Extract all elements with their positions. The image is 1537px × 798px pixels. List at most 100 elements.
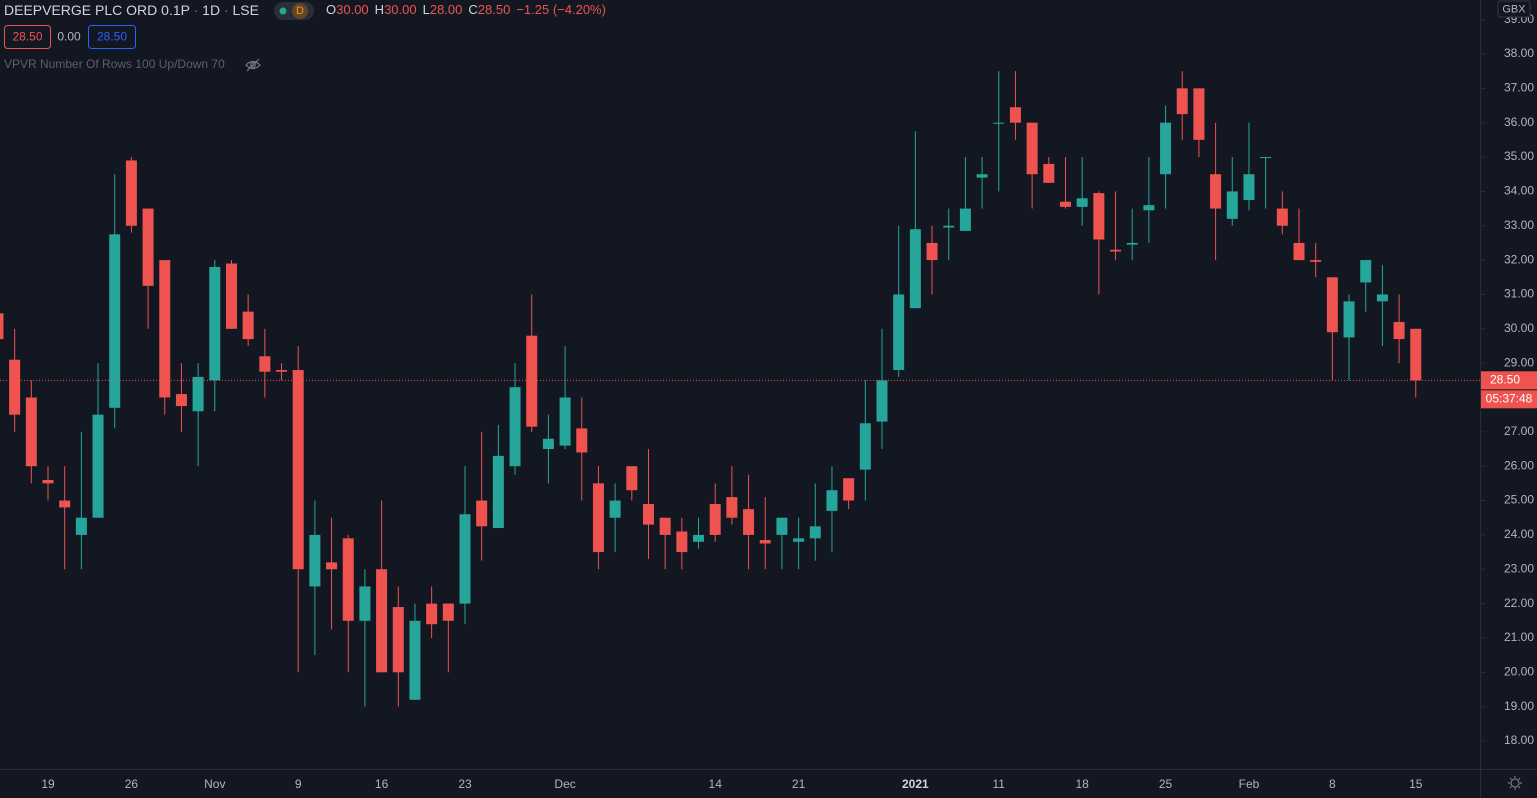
x-tick-label: 11 bbox=[993, 777, 1006, 791]
candle-body bbox=[993, 122, 1005, 124]
change: −1.25 (−4.20%) bbox=[516, 2, 606, 17]
candle-body bbox=[1276, 208, 1288, 226]
y-tick-label: 19.00 bbox=[1504, 699, 1534, 713]
candle-body bbox=[209, 266, 221, 381]
candle-body bbox=[342, 538, 354, 621]
candle-body bbox=[509, 387, 521, 467]
y-tick-label: 23.00 bbox=[1504, 561, 1534, 575]
candle-body bbox=[426, 603, 438, 625]
candle-body bbox=[659, 517, 671, 535]
ohlc-value: 30.00 bbox=[384, 2, 417, 17]
ohlc-value: 28.00 bbox=[430, 2, 463, 17]
candle-body bbox=[1043, 163, 1055, 183]
candle-body bbox=[1393, 321, 1405, 340]
y-tick-label: 33.00 bbox=[1504, 218, 1534, 232]
candle-body bbox=[1126, 242, 1138, 245]
ohlc-key: H bbox=[375, 2, 384, 17]
y-tick-label: 27.00 bbox=[1504, 424, 1534, 438]
candle-body bbox=[192, 376, 204, 412]
indicator-label: VPVR Number Of Rows 100 Up/Down 70 bbox=[4, 57, 225, 71]
candle-body bbox=[42, 479, 54, 484]
candle-body bbox=[276, 370, 288, 372]
candle-body bbox=[759, 540, 771, 544]
candle-body bbox=[893, 294, 905, 371]
candle-body bbox=[592, 483, 604, 553]
candle-body bbox=[442, 603, 454, 621]
y-tick-label: 25.00 bbox=[1504, 493, 1534, 507]
y-tick-label: 29.00 bbox=[1504, 355, 1534, 369]
candle-body bbox=[1160, 122, 1172, 175]
x-tick-label: 19 bbox=[41, 777, 55, 791]
x-tick-label: 14 bbox=[709, 777, 723, 791]
candle-body bbox=[92, 414, 104, 518]
y-tick-label: 36.00 bbox=[1504, 115, 1534, 129]
candle-body bbox=[959, 208, 971, 231]
plot-area bbox=[0, 71, 1480, 707]
ohlc-key: O bbox=[326, 2, 336, 17]
candle-body bbox=[743, 509, 755, 535]
candle-body bbox=[793, 538, 805, 542]
sell-button[interactable] bbox=[4, 25, 51, 49]
candle-body bbox=[109, 234, 121, 408]
candle-body bbox=[1176, 88, 1188, 115]
candle-body bbox=[242, 311, 254, 340]
y-tick-label: 18.00 bbox=[1504, 733, 1534, 747]
status-pill[interactable] bbox=[274, 2, 314, 20]
candle-body bbox=[392, 607, 404, 673]
ohlc-legend: O30.00 H30.00 L28.00 C28.50 −1.25 (−4.20%) bbox=[326, 2, 606, 17]
currency-box bbox=[1497, 0, 1531, 18]
candle-body bbox=[1243, 174, 1255, 200]
candle-body bbox=[1093, 193, 1105, 240]
candle-body bbox=[359, 586, 371, 621]
candle-body bbox=[1026, 122, 1038, 175]
candle-body bbox=[693, 534, 705, 542]
candle-body bbox=[225, 263, 237, 329]
candle-body bbox=[492, 455, 504, 529]
buy-price: 28.50 bbox=[97, 30, 127, 44]
x-tick-label: 26 bbox=[125, 777, 139, 791]
x-tick-label: 15 bbox=[1409, 777, 1423, 791]
x-tick-label: Feb bbox=[1239, 777, 1260, 791]
candle-body bbox=[843, 478, 855, 501]
candle-body bbox=[1110, 249, 1122, 252]
y-tick-label: 22.00 bbox=[1504, 596, 1534, 610]
candle-body bbox=[409, 620, 421, 700]
candle-body bbox=[75, 517, 87, 535]
x-tick-label: 9 bbox=[295, 777, 302, 791]
candle-body bbox=[526, 335, 538, 427]
candle-body bbox=[1376, 294, 1388, 302]
candle-body bbox=[1193, 88, 1205, 140]
y-tick-label: 21.00 bbox=[1504, 630, 1534, 644]
candle-body bbox=[676, 531, 688, 553]
badge-bg bbox=[292, 3, 308, 19]
market-status bbox=[279, 7, 287, 15]
hide-icon[interactable] bbox=[245, 58, 261, 72]
candle-body bbox=[859, 423, 871, 470]
candle-body bbox=[1059, 201, 1071, 207]
last-price-label: 28.50 bbox=[1490, 372, 1520, 386]
separator: · bbox=[220, 2, 232, 18]
candle-body bbox=[909, 229, 921, 309]
spread: 0.00 bbox=[57, 30, 81, 44]
candle-body bbox=[292, 370, 304, 570]
candle-body bbox=[726, 497, 738, 518]
buy-button[interactable] bbox=[88, 25, 136, 49]
candle-body bbox=[1226, 191, 1238, 219]
candle-body bbox=[9, 359, 21, 415]
x-tick-label: Nov bbox=[204, 777, 225, 791]
settings-icon[interactable] bbox=[1508, 776, 1522, 790]
candle-body bbox=[926, 242, 938, 261]
candle-body bbox=[59, 500, 71, 508]
candle-body bbox=[542, 438, 554, 450]
x-tick-label: 18 bbox=[1075, 777, 1089, 791]
candle-body bbox=[309, 534, 321, 587]
candle-body bbox=[976, 174, 988, 178]
candle-body bbox=[25, 397, 37, 467]
candle-body bbox=[1326, 277, 1338, 333]
x-tick-label: Dec bbox=[554, 777, 575, 791]
interval: 1D bbox=[202, 2, 220, 18]
ohlc-value: 30.00 bbox=[336, 2, 369, 17]
candle-body bbox=[1076, 198, 1088, 207]
